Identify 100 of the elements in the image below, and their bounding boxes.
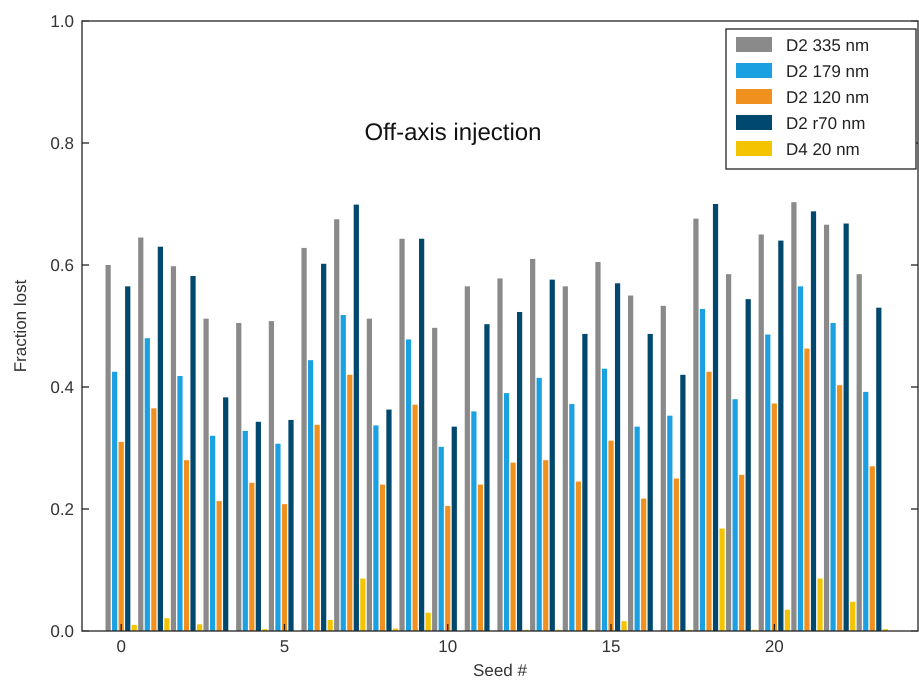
bar [798, 286, 804, 631]
bar [648, 334, 653, 631]
bar [170, 266, 176, 631]
bar [386, 410, 392, 631]
bar [562, 286, 568, 631]
bar [464, 286, 470, 631]
bar [288, 420, 294, 631]
bar [275, 444, 281, 631]
bar [334, 219, 340, 631]
bar [719, 528, 725, 631]
bar [576, 482, 581, 631]
bar [608, 440, 614, 631]
bar [445, 506, 450, 631]
bar [739, 474, 744, 631]
bar [778, 240, 784, 631]
bar [497, 278, 503, 631]
bar [308, 360, 314, 631]
x-tick-label: 20 [764, 637, 784, 656]
bar [595, 262, 601, 631]
bar [758, 234, 764, 631]
bar [360, 578, 366, 631]
bar [516, 312, 522, 631]
bar [223, 397, 228, 631]
bar [151, 408, 156, 631]
bar [328, 620, 333, 631]
x-axis-title: Seed # [473, 661, 528, 680]
bar [680, 374, 686, 631]
bar [530, 258, 536, 631]
bar [380, 484, 386, 631]
bar [543, 460, 548, 631]
bar [614, 283, 620, 631]
bar [772, 403, 777, 631]
bar [550, 280, 555, 631]
bar [850, 602, 856, 631]
bar [667, 416, 672, 631]
legend-label: D2 179 nm [786, 62, 870, 81]
legend-label: D4 20 nm [786, 140, 860, 159]
bar [621, 621, 627, 631]
bar [712, 204, 718, 631]
bar [804, 348, 810, 631]
bar [641, 498, 646, 631]
bar [746, 299, 751, 631]
bar [144, 338, 150, 631]
bar [321, 264, 326, 631]
bar [582, 334, 588, 631]
x-tick-label: 10 [438, 637, 458, 656]
bar [340, 315, 346, 631]
bar [432, 328, 438, 631]
bar [118, 442, 124, 631]
bar [216, 501, 222, 631]
x-tick-label: 5 [280, 637, 290, 656]
bar [471, 411, 476, 631]
bar [870, 466, 875, 631]
legend-label: D2 120 nm [786, 88, 870, 107]
bar [844, 224, 849, 631]
bar [426, 612, 431, 631]
bar [190, 276, 196, 631]
bar [726, 274, 732, 631]
x-tick-label: 0 [116, 637, 126, 656]
bar [634, 426, 640, 631]
bar [674, 478, 679, 631]
bar [406, 339, 412, 631]
bar [236, 322, 242, 631]
bar [419, 238, 424, 631]
bar [817, 578, 823, 631]
bar [314, 424, 320, 631]
bar [660, 306, 666, 631]
bar [876, 308, 882, 631]
bar [268, 321, 274, 631]
bar [354, 204, 359, 631]
bar [765, 334, 770, 631]
legend-label: D2 r70 nm [786, 114, 866, 133]
legend-label: D2 335 nm [786, 36, 870, 55]
bar [478, 484, 484, 631]
y-tick-label: 0.0 [50, 622, 74, 641]
bar [569, 404, 574, 631]
bar [347, 374, 352, 631]
bar [164, 618, 170, 631]
y-tick-label: 0.8 [50, 134, 74, 153]
bar [366, 318, 372, 631]
bar [158, 246, 163, 631]
bar [602, 368, 608, 631]
bar [177, 376, 183, 631]
bar [536, 378, 542, 631]
bar [399, 238, 405, 631]
bar [203, 318, 209, 631]
bar [210, 436, 216, 631]
bar [106, 265, 111, 631]
bar [830, 322, 836, 631]
bar [837, 385, 842, 631]
bar [863, 392, 868, 631]
bar [125, 286, 130, 631]
bar [282, 504, 288, 631]
bar [184, 460, 190, 631]
bar [706, 372, 712, 631]
bar [249, 482, 254, 631]
bar [132, 624, 137, 631]
bar [810, 211, 816, 631]
bar [628, 296, 634, 631]
bar [784, 610, 790, 631]
